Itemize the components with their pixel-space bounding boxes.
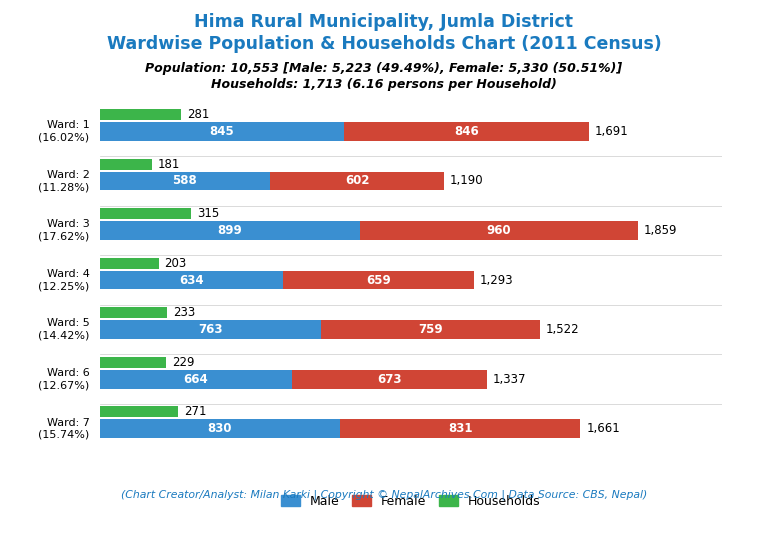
Text: Population: 10,553 [Male: 5,223 (49.49%), Female: 5,330 (50.51%)]: Population: 10,553 [Male: 5,223 (49.49%)…: [145, 62, 623, 75]
Text: 203: 203: [164, 257, 187, 270]
Bar: [100, 109, 181, 120]
Text: 634: 634: [179, 273, 204, 287]
Bar: [100, 122, 344, 141]
Text: 181: 181: [158, 158, 180, 170]
Bar: [340, 419, 581, 438]
Bar: [100, 172, 270, 190]
Bar: [270, 172, 444, 190]
Text: 1,859: 1,859: [644, 224, 677, 237]
Bar: [100, 271, 283, 289]
Text: 1,337: 1,337: [492, 373, 526, 386]
Bar: [100, 159, 152, 169]
Text: 759: 759: [418, 323, 442, 336]
Text: 659: 659: [366, 273, 391, 287]
Bar: [100, 357, 166, 368]
Text: 229: 229: [172, 356, 194, 369]
Bar: [100, 370, 292, 389]
Bar: [100, 258, 158, 269]
Bar: [320, 320, 540, 339]
Bar: [100, 307, 167, 318]
Text: 960: 960: [486, 224, 511, 237]
Text: 233: 233: [173, 306, 195, 319]
Text: Hima Rural Municipality, Jumla District: Hima Rural Municipality, Jumla District: [194, 13, 574, 32]
Text: 845: 845: [210, 125, 234, 138]
Text: 664: 664: [184, 373, 208, 386]
Text: 830: 830: [207, 422, 232, 435]
Bar: [100, 208, 191, 219]
Text: 831: 831: [448, 422, 472, 435]
Text: 602: 602: [345, 174, 369, 188]
Text: 846: 846: [455, 125, 479, 138]
Text: 1,691: 1,691: [595, 125, 629, 138]
Bar: [100, 406, 178, 418]
Text: 1,661: 1,661: [586, 422, 620, 435]
Legend: Male, Female, Households: Male, Female, Households: [276, 489, 545, 512]
Text: 763: 763: [198, 323, 223, 336]
Bar: [100, 320, 320, 339]
Text: Households: 1,713 (6.16 persons per Household): Households: 1,713 (6.16 persons per Hous…: [211, 78, 557, 91]
Text: 281: 281: [187, 108, 210, 121]
Text: 1,190: 1,190: [450, 174, 484, 188]
Text: 315: 315: [197, 207, 219, 220]
Text: (Chart Creator/Analyst: Milan Karki | Copyright © NepalArchives.Com | Data Sourc: (Chart Creator/Analyst: Milan Karki | Co…: [121, 489, 647, 500]
Text: Wardwise Population & Households Chart (2011 Census): Wardwise Population & Households Chart (…: [107, 35, 661, 53]
Bar: [100, 419, 340, 438]
Bar: [283, 271, 474, 289]
Bar: [292, 370, 487, 389]
Text: 899: 899: [217, 224, 242, 237]
Bar: [100, 221, 360, 240]
Text: 271: 271: [184, 405, 207, 419]
Bar: [360, 221, 637, 240]
Text: 1,522: 1,522: [546, 323, 580, 336]
Text: 1,293: 1,293: [480, 273, 513, 287]
Text: 673: 673: [377, 373, 402, 386]
Text: 588: 588: [173, 174, 197, 188]
Bar: [344, 122, 589, 141]
